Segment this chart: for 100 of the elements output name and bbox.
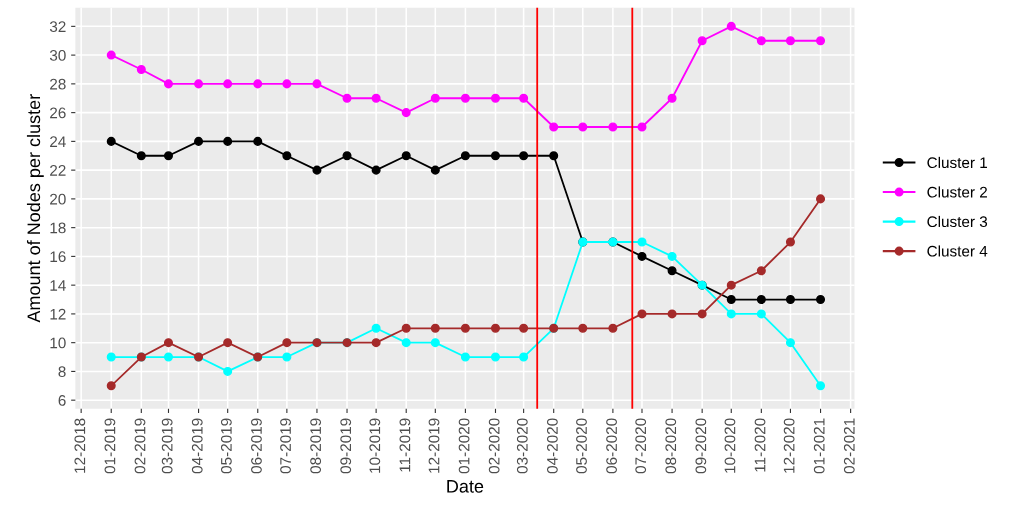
point	[342, 93, 352, 103]
point	[282, 352, 292, 362]
x-tick-label: 05-2020	[576, 418, 587, 474]
y-tick-label: 28	[50, 78, 66, 90]
point	[816, 36, 826, 46]
point	[578, 323, 588, 333]
legend-label: Cluster 1	[927, 156, 987, 169]
x-tick-label: 02-2020	[488, 418, 500, 474]
y-tick-label: 12	[50, 308, 66, 320]
y-tick-label: 6	[58, 395, 66, 406]
point	[726, 21, 736, 31]
point	[549, 122, 559, 132]
x-tick-label: 01-2020	[458, 418, 470, 474]
x-tick-label: 01-2021	[813, 418, 825, 474]
point	[608, 122, 618, 132]
point	[163, 352, 174, 362]
point	[667, 93, 677, 103]
point	[253, 79, 263, 89]
y-tick-label: 8	[58, 366, 66, 378]
x-tick-label: 10-2020	[724, 418, 736, 473]
point	[756, 36, 766, 46]
point	[667, 251, 677, 261]
x-tick-label: 11-2020	[754, 418, 766, 472]
point	[578, 122, 588, 132]
point	[756, 309, 766, 319]
point	[430, 93, 440, 103]
y-tick-label: 22	[50, 165, 66, 176]
y-axis-title: Amount of Nodes per cluster	[26, 94, 44, 323]
point	[282, 79, 292, 89]
point	[136, 64, 146, 75]
point	[816, 295, 826, 305]
point	[223, 136, 233, 146]
x-tick-label: 07-2020	[635, 418, 647, 474]
point	[282, 338, 292, 348]
point	[163, 151, 174, 161]
legend-label: Cluster 3	[927, 215, 988, 228]
y-tick-label: 26	[50, 107, 66, 119]
point	[519, 151, 529, 161]
point	[519, 323, 529, 333]
x-tick-label: 10-2019	[369, 418, 381, 473]
point	[223, 79, 233, 89]
x-axis-title: Date	[447, 480, 484, 493]
point	[756, 266, 766, 276]
x-tick-label: 12-2018	[74, 418, 86, 473]
point	[697, 36, 707, 46]
point	[785, 338, 795, 348]
x-tick-label: 12-2020	[783, 418, 795, 473]
point	[312, 79, 322, 89]
x-tick-label: 07-2019	[280, 418, 291, 474]
point	[371, 93, 381, 103]
point	[163, 79, 174, 89]
point	[194, 79, 204, 89]
point	[401, 338, 411, 348]
point	[785, 36, 795, 46]
x-tick-label: 08-2019	[310, 418, 322, 474]
point	[637, 309, 647, 319]
point	[106, 352, 116, 362]
point	[637, 237, 647, 247]
point	[460, 352, 470, 362]
point	[816, 194, 826, 204]
point	[608, 323, 618, 333]
x-tick-label: 02-2019	[134, 418, 146, 474]
point	[223, 338, 233, 348]
point	[430, 165, 440, 175]
x-tick-label: 09-2019	[340, 418, 352, 474]
point	[637, 122, 647, 132]
point	[106, 136, 116, 146]
point	[460, 323, 470, 333]
point	[519, 93, 529, 103]
point	[430, 323, 440, 333]
point	[371, 323, 381, 333]
point	[194, 136, 204, 146]
point	[490, 323, 500, 333]
legend-label: Cluster 2	[927, 186, 987, 198]
point	[756, 295, 766, 305]
x-tick-label: 01-2019	[104, 418, 116, 474]
x-tick-label: 09-2020	[695, 418, 707, 474]
point	[726, 309, 736, 319]
point	[460, 151, 470, 161]
x-tick-label: 05-2019	[220, 418, 232, 474]
point	[371, 165, 381, 175]
point	[163, 338, 174, 348]
x-tick-label: 06-2019	[251, 418, 262, 474]
x-tick-label: 08-2020	[665, 418, 677, 474]
y-tick-label: 10	[50, 337, 66, 349]
point	[282, 151, 292, 161]
x-tick-label: 11-2019	[399, 418, 411, 472]
point	[667, 266, 677, 276]
y-tick-label: 14	[50, 280, 66, 291]
point	[490, 352, 500, 362]
y-tick-label: 20	[50, 193, 66, 205]
point	[342, 151, 352, 161]
point	[371, 338, 381, 348]
x-tick-label: 03-2020	[516, 418, 528, 474]
point	[136, 151, 146, 161]
y-tick-label: 18	[50, 222, 66, 234]
point	[312, 165, 322, 175]
point	[816, 381, 826, 391]
point	[549, 151, 559, 161]
x-tick-label: 02-2021	[843, 418, 855, 474]
